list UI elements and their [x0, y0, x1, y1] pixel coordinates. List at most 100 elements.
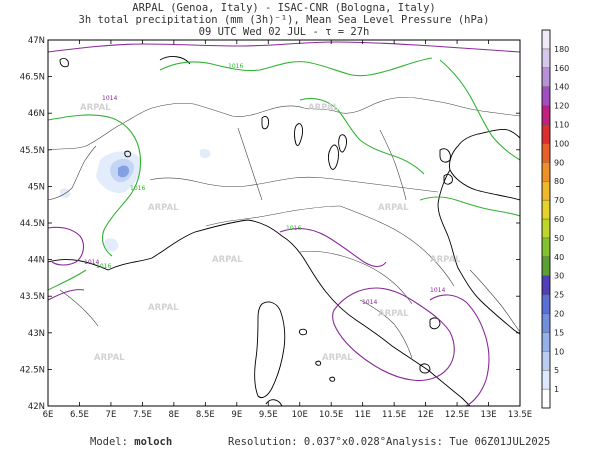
- lon-tick-label: 10E: [292, 410, 308, 420]
- colorbar-swatch: [541, 199, 551, 220]
- watermarks: ARPAL ARPAL ARPAL ARPAL ARPAL ARPAL ARPA…: [80, 103, 461, 363]
- lon-tick-label: 9E: [231, 410, 242, 420]
- colorbar-label: 15: [554, 328, 564, 337]
- colorbar-swatch: [541, 256, 551, 276]
- lon-tick-label: 8E: [168, 410, 179, 420]
- lat-tick-label: 44N: [28, 256, 45, 266]
- colorbar-swatch: [541, 124, 551, 144]
- colorbar-swatch: [541, 86, 551, 106]
- lon-tick-label: 9.5E: [259, 410, 278, 420]
- isobar-label: 1016: [228, 63, 243, 70]
- colorbar-swatch: [541, 388, 551, 409]
- precipitation-field: [60, 148, 211, 252]
- lon-tick-label: 6.5E: [70, 410, 89, 420]
- colorbar-swatch: [541, 143, 551, 163]
- colorbar-label: 60: [554, 215, 564, 224]
- map-content: 1016 1016 1014 1016 1016 1014 1014 1014 …: [48, 41, 520, 406]
- isobars-1016: [48, 57, 520, 291]
- lon-tick-label: 12E: [418, 410, 434, 420]
- colorbar-swatch: [541, 275, 551, 295]
- isobars-1014: [48, 41, 520, 406]
- colorbar-label: 90: [554, 158, 564, 167]
- watermark: ARPAL: [148, 303, 179, 313]
- lon-tick-label: 7E: [106, 410, 117, 420]
- lat-tick-label: 46N: [28, 109, 45, 119]
- watermark: ARPAL: [148, 203, 179, 213]
- isobar-label: 1016: [96, 263, 111, 270]
- colorbar-label: 180: [554, 45, 569, 54]
- isobar-label: 1016: [130, 185, 145, 192]
- watermark: ARPAL: [378, 203, 409, 213]
- colorbar-swatch: [541, 294, 551, 314]
- isobar-label: 1014: [430, 287, 445, 294]
- colorbar-label: 80: [554, 177, 564, 186]
- coastline: [48, 56, 520, 406]
- title-line-2: 3h total precipitation (mm (3h)⁻¹), Mean…: [78, 14, 490, 26]
- colorbar-label: 70: [554, 196, 564, 205]
- resolution-info: Resolution: 0.037°x0.028°: [228, 436, 386, 448]
- colorbar-label: 160: [554, 64, 569, 73]
- colorbar-swatch: [541, 162, 551, 182]
- model-info: Model: moloch: [90, 436, 172, 448]
- colorbar-label: 5: [554, 366, 559, 375]
- resolution-label: Resolution:: [228, 436, 298, 448]
- borders: [48, 96, 520, 359]
- colorbar-label: 10: [554, 347, 564, 356]
- watermark: ARPAL: [430, 255, 461, 265]
- lon-tick-label: 13.5E: [508, 410, 532, 420]
- lat-tick-label: 45.5N: [20, 146, 45, 156]
- colorbar-label: 50: [554, 234, 564, 243]
- lat-tick-label: 43N: [28, 329, 45, 339]
- title-line-1: ARPAL (Genoa, Italy) - ISAC-CNR (Bologna…: [132, 2, 436, 14]
- lon-tick-label: 13E: [480, 410, 496, 420]
- lon-tick-label: 7.5E: [133, 410, 152, 420]
- colorbar-label: 25: [554, 291, 564, 300]
- colorbar-swatch: [541, 218, 551, 239]
- watermark: ARPAL: [94, 353, 125, 363]
- lon-tick-label: 6E: [43, 410, 54, 420]
- analysis-info: Analysis: Tue 06Z01JUL2025: [386, 436, 550, 448]
- watermark: ARPAL: [322, 353, 353, 363]
- analysis-value: Tue 06Z01JUL2025: [449, 436, 551, 448]
- resolution-value: 0.037°x0.028°: [303, 436, 387, 448]
- colorbar-swatch: [541, 48, 551, 69]
- colorbar-label: 100: [554, 139, 569, 148]
- watermark: ARPAL: [80, 103, 111, 113]
- model-label: Model:: [90, 436, 128, 448]
- watermark: ARPAL: [378, 309, 409, 319]
- colorbar-swatch: [541, 370, 551, 390]
- colorbar-swatch: [541, 180, 551, 201]
- isobar-label: 1014: [362, 299, 377, 306]
- colorbar-swatch: [541, 313, 551, 333]
- lon-tick-label: 8.5E: [196, 410, 215, 420]
- isobar-label: 1016: [286, 225, 301, 232]
- colorbar-label: 140: [554, 83, 569, 92]
- colorbar-label: 120: [554, 102, 569, 111]
- watermark: ARPAL: [212, 255, 243, 265]
- colorbar-swatch: [541, 237, 551, 257]
- watermark: ARPAL: [308, 103, 339, 113]
- lon-tick-label: 11E: [355, 410, 371, 420]
- lat-tick-label: 47N: [28, 36, 45, 46]
- isobar-label: 1014: [102, 95, 117, 102]
- isobar-label: 1014: [84, 259, 99, 266]
- lon-tick-label: 10.5E: [319, 410, 343, 420]
- colorbar-swatch: [541, 351, 551, 371]
- model-name: moloch: [134, 436, 173, 448]
- colorbar-label: 1: [554, 385, 559, 394]
- axis-ticks: 6E 6.5E 7E 7.5E 8E 8.5E 9E 9.5E 10E 10.5E 11E 11.5E…: [20, 36, 532, 420]
- colorbar-label: 30: [554, 272, 564, 281]
- colorbar-swatch: [541, 332, 551, 352]
- analysis-label: Analysis:: [386, 436, 443, 448]
- lat-tick-label: 42.5N: [20, 365, 45, 375]
- lat-tick-label: 42N: [28, 402, 45, 412]
- map-frame: [47, 39, 521, 407]
- lat-tick-label: 46.5N: [20, 73, 45, 83]
- colorbar-label: 20: [554, 310, 564, 319]
- lon-tick-label: 11.5E: [382, 410, 406, 420]
- colorbar-swatch: [541, 29, 551, 50]
- lat-tick-label: 43.5N: [20, 292, 45, 302]
- colorbar-label: 40: [554, 253, 564, 262]
- title-line-3: 09 UTC Wed 02 JUL - τ = 27h: [198, 26, 370, 38]
